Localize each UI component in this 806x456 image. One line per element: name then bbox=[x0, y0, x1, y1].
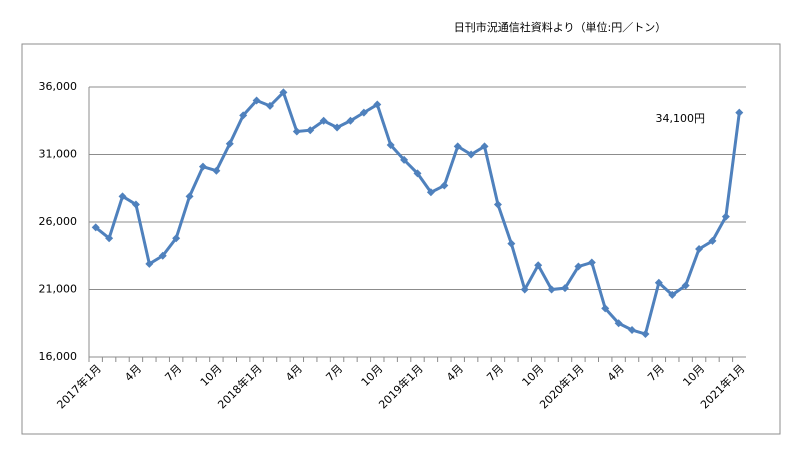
data-point bbox=[185, 192, 194, 201]
x-tick-label: 7月 bbox=[323, 362, 345, 384]
x-tick-label: 4月 bbox=[605, 362, 627, 384]
x-tick-label: 10月 bbox=[520, 362, 547, 389]
data-point bbox=[118, 192, 127, 201]
y-tick-label: 31,000 bbox=[39, 148, 78, 161]
data-point bbox=[198, 162, 207, 171]
data-point bbox=[292, 127, 301, 136]
data-point bbox=[158, 251, 167, 260]
x-tick-label: 10月 bbox=[198, 362, 225, 389]
data-point bbox=[145, 259, 154, 268]
data-point bbox=[346, 116, 355, 125]
data-point bbox=[306, 126, 315, 135]
data-point bbox=[560, 284, 569, 293]
data-point bbox=[574, 262, 583, 271]
data-point bbox=[614, 319, 623, 328]
data-point bbox=[695, 245, 704, 253]
data-point bbox=[628, 326, 637, 334]
data-point bbox=[587, 258, 596, 267]
data-point bbox=[413, 169, 422, 178]
annotation: 34,100円 bbox=[656, 112, 706, 125]
data-point bbox=[426, 188, 435, 197]
y-tick-label: 21,000 bbox=[39, 283, 78, 296]
data-point bbox=[252, 96, 261, 105]
chart-title: 日刊市況通信社資料より（単位:円／トン） bbox=[454, 20, 667, 34]
data-point bbox=[91, 223, 100, 232]
series-line bbox=[94, 89, 741, 336]
data-point bbox=[359, 108, 368, 117]
data-point bbox=[493, 200, 502, 209]
data-point bbox=[668, 290, 677, 299]
y-tick-label: 16,000 bbox=[39, 350, 78, 363]
data-point bbox=[279, 88, 288, 97]
data-point bbox=[386, 141, 395, 150]
data-point bbox=[547, 285, 556, 294]
data-point bbox=[239, 111, 248, 120]
data-point bbox=[453, 142, 462, 151]
plot-frame bbox=[21, 43, 781, 435]
data-point bbox=[467, 150, 476, 159]
x-tick-label: 7月 bbox=[484, 362, 506, 384]
x-tick-label: 7月 bbox=[162, 362, 184, 384]
data-point bbox=[105, 234, 114, 243]
data-point bbox=[319, 116, 328, 125]
data-point bbox=[681, 281, 690, 290]
data-point bbox=[721, 212, 730, 221]
data-point bbox=[641, 330, 650, 339]
x-tick-label: 10月 bbox=[680, 362, 707, 389]
data-point bbox=[172, 234, 181, 243]
data-point bbox=[440, 181, 449, 190]
data-point bbox=[654, 278, 663, 287]
data-point bbox=[534, 261, 543, 270]
data-point bbox=[708, 236, 717, 245]
data-point bbox=[520, 285, 529, 294]
data-point bbox=[212, 166, 221, 175]
data-point bbox=[480, 142, 489, 151]
x-tick-label: 10月 bbox=[359, 362, 386, 389]
data-point bbox=[333, 123, 342, 132]
data-point bbox=[131, 200, 140, 209]
y-tick-label: 36,000 bbox=[39, 80, 78, 93]
data-point bbox=[507, 239, 516, 248]
data-point bbox=[400, 155, 409, 164]
x-tick-label: 4月 bbox=[444, 362, 466, 384]
data-point bbox=[601, 304, 610, 313]
x-tick-label: 4月 bbox=[122, 362, 144, 384]
data-point bbox=[225, 139, 234, 148]
data-point bbox=[735, 108, 744, 117]
x-tick-label: 2017年1月 bbox=[54, 361, 104, 411]
data-point bbox=[373, 100, 382, 109]
x-tick-label: 7月 bbox=[645, 362, 667, 384]
x-tick-label: 4月 bbox=[283, 362, 305, 384]
y-tick-label: 26,000 bbox=[39, 215, 78, 228]
data-point bbox=[266, 101, 275, 110]
